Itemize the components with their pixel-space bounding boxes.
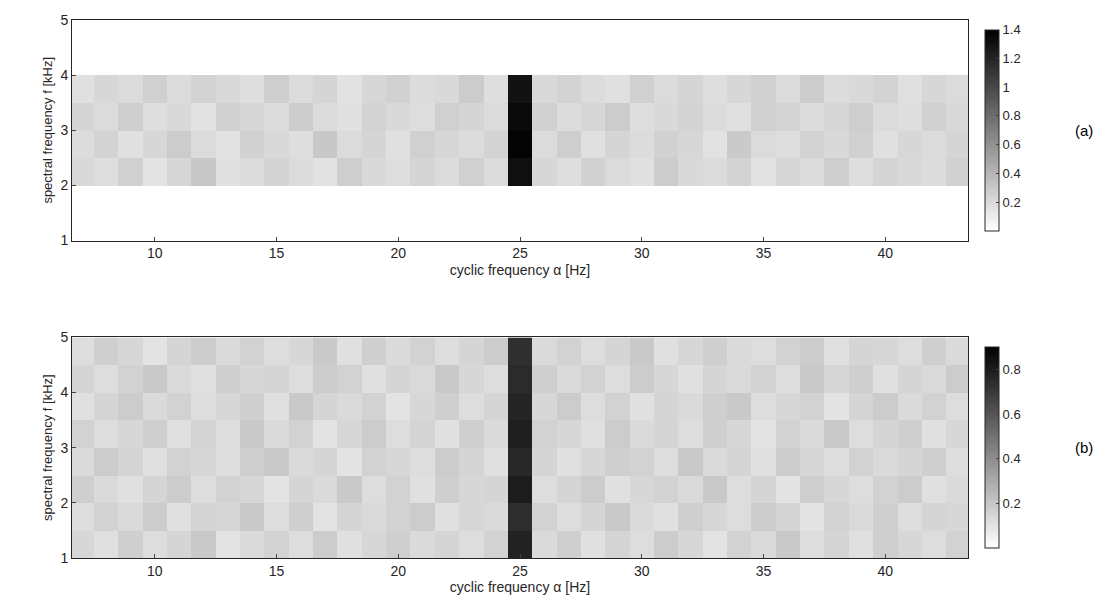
svg-text:40: 40	[877, 563, 893, 579]
svg-text:spectral frequency f [kHz]: spectral frequency f [kHz]	[40, 374, 55, 521]
svg-text:0.6: 0.6	[1003, 407, 1021, 422]
svg-text:25: 25	[512, 563, 528, 579]
svg-text:cyclic frequency α [Hz]: cyclic frequency α [Hz]	[450, 262, 590, 278]
svg-text:0.6: 0.6	[1003, 137, 1021, 152]
svg-text:(b): (b)	[1075, 439, 1093, 456]
svg-text:20: 20	[390, 245, 406, 261]
svg-text:cyclic frequency α [Hz]: cyclic frequency α [Hz]	[450, 579, 590, 595]
svg-text:0.4: 0.4	[1003, 166, 1021, 181]
svg-text:1: 1	[60, 550, 68, 566]
svg-text:10: 10	[147, 563, 163, 579]
svg-text:30: 30	[634, 563, 650, 579]
svg-text:20: 20	[390, 563, 406, 579]
svg-text:0.2: 0.2	[1003, 195, 1021, 210]
svg-text:(a): (a)	[1075, 122, 1093, 139]
svg-text:1.2: 1.2	[1003, 51, 1021, 66]
svg-text:4: 4	[60, 384, 68, 400]
svg-text:2: 2	[60, 495, 68, 511]
svg-text:spectral frequency f [kHz]: spectral frequency f [kHz]	[40, 57, 55, 204]
svg-text:0.2: 0.2	[1003, 496, 1021, 511]
svg-text:35: 35	[756, 245, 772, 261]
svg-text:2: 2	[60, 177, 68, 193]
svg-text:15: 15	[269, 245, 285, 261]
svg-text:5: 5	[60, 12, 68, 28]
svg-text:3: 3	[60, 122, 68, 138]
svg-text:0.8: 0.8	[1003, 108, 1021, 123]
svg-text:1: 1	[60, 232, 68, 248]
svg-text:10: 10	[147, 245, 163, 261]
svg-text:1: 1	[1003, 80, 1010, 95]
svg-text:4: 4	[60, 67, 68, 83]
svg-text:3: 3	[60, 440, 68, 456]
svg-text:15: 15	[269, 563, 285, 579]
svg-text:0.8: 0.8	[1003, 362, 1021, 377]
svg-text:30: 30	[634, 245, 650, 261]
svg-text:35: 35	[756, 563, 772, 579]
svg-text:40: 40	[877, 245, 893, 261]
svg-text:0.4: 0.4	[1003, 451, 1021, 466]
svg-text:5: 5	[60, 329, 68, 345]
svg-text:1.4: 1.4	[1003, 22, 1021, 37]
svg-text:25: 25	[512, 245, 528, 261]
